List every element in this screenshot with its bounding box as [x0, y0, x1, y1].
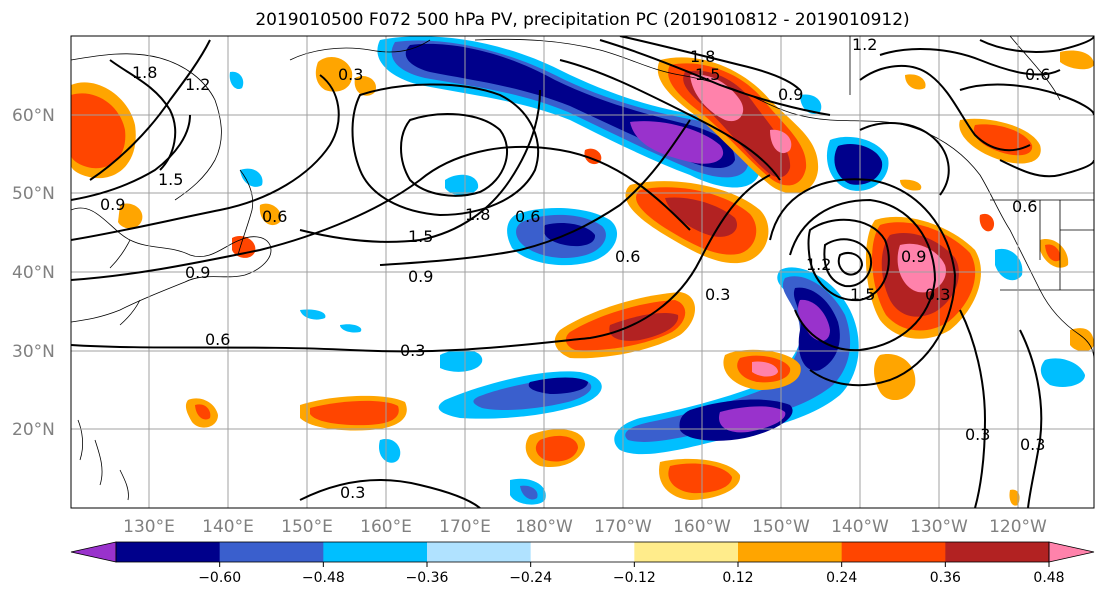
colorbar-tick-label: −0.36: [406, 570, 449, 586]
lon-label: 150°E: [281, 517, 333, 537]
lat-label: 50°N: [12, 184, 55, 204]
colorbar-segment: [323, 542, 428, 562]
colorbar-segment: [116, 542, 221, 562]
colorbar-tick-label: −0.60: [198, 570, 241, 586]
colorbar-extend-low: [70, 541, 117, 563]
colorbar-tick-label: −0.24: [509, 570, 552, 586]
contour-label: 1.5: [408, 227, 433, 246]
colorbar: [70, 541, 1095, 563]
contour-label: 0.6: [262, 207, 287, 226]
contour-label: 0.9: [778, 85, 803, 104]
contour-label: 1.5: [695, 65, 720, 84]
lon-label: 150°W: [752, 517, 810, 537]
contour-label: 1.8: [132, 63, 157, 82]
contour-label: 0.9: [185, 263, 210, 282]
contour-label: 0.3: [400, 341, 425, 360]
latitude-labels: 60°N 50°N 40°N 30°N 20°N: [12, 106, 55, 440]
lon-label: 130°E: [123, 517, 175, 537]
contour-labels: 1.8 1.2 0.3 1.5 0.9 1.8 0.9 0.6 0.6 0.9 …: [100, 35, 1050, 502]
contour-label: 0.6: [1012, 197, 1037, 216]
colorbar-ticks: −0.60 −0.48 −0.36 −0.24 −0.12 0.12 0.24 0.36 0.4…: [198, 562, 1065, 586]
colorbar-segment: [841, 542, 946, 562]
lon-label: 120°W: [989, 517, 1047, 537]
lon-label: 140°W: [831, 517, 889, 537]
contour-label: 0.3: [925, 285, 950, 304]
colorbar-segment: [530, 542, 635, 562]
lon-label: 160°E: [360, 517, 412, 537]
colorbar-segment: [945, 542, 1050, 562]
contour-label: 0.6: [615, 247, 640, 266]
lon-label: 160°W: [673, 517, 731, 537]
contour-label: 0.6: [1025, 65, 1050, 84]
lon-label: 170°W: [594, 517, 652, 537]
contour-label: 1.5: [158, 170, 183, 189]
contour-label: 1.2: [806, 255, 831, 274]
colorbar-segment: [634, 542, 739, 562]
contour-label: 0.3: [705, 285, 730, 304]
colorbar-segment: [738, 542, 843, 562]
lat-label: 20°N: [12, 420, 55, 440]
contour-label: 1.8: [465, 205, 490, 224]
lat-label: 30°N: [12, 342, 55, 362]
lon-label: 140°E: [202, 517, 254, 537]
precip-shading: [71, 36, 1094, 506]
longitude-labels: 130°E 140°E 150°E 160°E 170°E 180°W 170°…: [123, 517, 1047, 537]
contour-label: 0.3: [965, 425, 990, 444]
colorbar-tick-label: 0.24: [826, 570, 857, 586]
colorbar-border: [115, 541, 1050, 563]
pv-contours: [71, 36, 1094, 508]
colorbar-tick-label: −0.12: [613, 570, 656, 586]
contour-label: 0.9: [100, 195, 125, 214]
lat-label: 40°N: [12, 263, 55, 283]
contour-label: 0.6: [205, 330, 230, 349]
contour-label: 1.2: [185, 75, 210, 94]
colorbar-extend-high: [1048, 541, 1095, 563]
contour-label: 1.2: [852, 35, 877, 54]
colorbar-segment: [219, 542, 324, 562]
contour-label: 0.3: [338, 65, 363, 84]
colorbar-tick-label: 0.12: [722, 570, 753, 586]
colorbar-segment: [427, 542, 532, 562]
contour-label: 0.3: [340, 483, 365, 502]
lon-label: 180°W: [515, 517, 573, 537]
lon-label: 130°W: [910, 517, 968, 537]
colorbar-tick-label: 0.36: [930, 570, 961, 586]
lon-label: 170°E: [439, 517, 491, 537]
contour-label: 1.8: [690, 47, 715, 66]
contour-label: 0.9: [408, 267, 433, 286]
contour-label: 0.6: [515, 207, 540, 226]
colorbar-tick-label: −0.48: [302, 570, 345, 586]
colorbar-tick-label: 0.48: [1033, 570, 1064, 586]
contour-label: 1.5: [850, 285, 875, 304]
lat-label: 60°N: [12, 106, 55, 126]
contour-label: 0.3: [1020, 435, 1045, 454]
contour-label: 0.9: [901, 247, 926, 266]
gridlines: [71, 36, 1094, 508]
map-frame: [70, 35, 1095, 509]
map-title: 2019010500 F072 500 hPa PV, precipitatio…: [255, 10, 910, 30]
